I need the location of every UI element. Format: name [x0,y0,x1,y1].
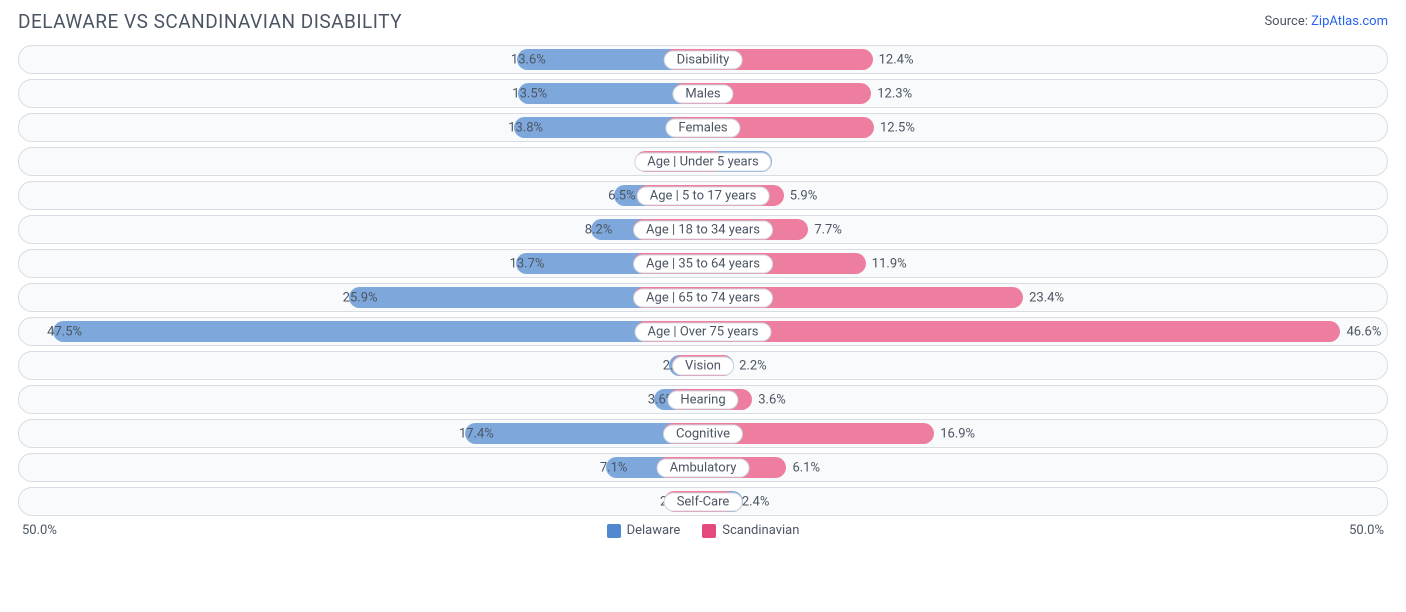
row-label: Hearing [667,390,738,409]
row-label: Males [672,84,733,103]
axis-right-max: 50.0% [1349,523,1384,538]
source-label: Source: [1264,14,1307,29]
legend-label-left: Delaware [627,523,681,538]
chart-row: 13.8%12.5%Females [18,113,1388,142]
chart-row: 8.2%7.7%Age | 18 to 34 years [18,215,1388,244]
chart-row: 2.5%2.2%Vision [18,351,1388,380]
value-right: 12.3% [877,86,912,101]
chart-header: DELAWARE VS SCANDINAVIAN DISABILITY Sour… [0,0,1406,41]
chart-row: 13.6%12.4%Disability [18,45,1388,74]
chart-row: 6.5%5.9%Age | 5 to 17 years [18,181,1388,210]
value-right: 2.4% [742,494,770,509]
chart-row: 7.1%6.1%Ambulatory [18,453,1388,482]
chart-row: 47.5%46.6%Age | Over 75 years [18,317,1388,346]
row-label: Age | Under 5 years [634,152,771,171]
row-label: Age | 5 to 17 years [637,186,770,205]
row-label: Females [665,118,740,137]
chart-row: 25.9%23.4%Age | 65 to 74 years [18,283,1388,312]
value-right: 23.4% [1029,290,1064,305]
chart-title: DELAWARE VS SCANDINAVIAN DISABILITY [18,10,402,33]
row-label: Cognitive [663,424,743,443]
axis-left-max: 50.0% [22,523,57,538]
legend: Delaware Scandinavian [607,523,800,538]
row-label: Ambulatory [657,458,750,477]
chart-area: 13.6%12.4%Disability13.5%12.3%Males13.8%… [0,41,1406,516]
value-right: 5.9% [790,188,818,203]
chart-row: 17.4%16.9%Cognitive [18,419,1388,448]
value-right: 3.6% [758,392,786,407]
chart-footer: 50.0% Delaware Scandinavian 50.0% [0,521,1406,538]
value-right: 12.5% [880,120,915,135]
legend-swatch-right [702,524,716,538]
legend-item-left: Delaware [607,523,681,538]
legend-item-right: Scandinavian [702,523,799,538]
row-label: Vision [672,356,734,375]
legend-swatch-left [607,524,621,538]
value-right: 46.6% [1346,324,1381,339]
row-label: Self-Care [664,492,743,511]
source-link[interactable]: ZipAtlas.com [1311,14,1388,29]
row-label: Age | 65 to 74 years [633,288,773,307]
row-label: Age | 18 to 34 years [633,220,773,239]
value-right: 12.4% [879,52,914,67]
row-label: Age | 35 to 64 years [633,254,773,273]
row-label: Age | Over 75 years [635,322,772,341]
chart-row: 13.7%11.9%Age | 35 to 64 years [18,249,1388,278]
chart-row: 2.7%2.4%Self-Care [18,487,1388,516]
value-right: 7.7% [814,222,842,237]
chart-row: 3.6%3.6%Hearing [18,385,1388,414]
value-right: 2.2% [739,358,767,373]
row-label: Disability [664,50,743,69]
chart-row: 1.5%1.5%Age | Under 5 years [18,147,1388,176]
value-right: 6.1% [792,460,820,475]
value-right: 16.9% [940,426,975,441]
value-right: 11.9% [872,256,907,271]
legend-label-right: Scandinavian [722,523,799,538]
chart-source: Source: ZipAtlas.com [1264,14,1388,29]
chart-row: 13.5%12.3%Males [18,79,1388,108]
